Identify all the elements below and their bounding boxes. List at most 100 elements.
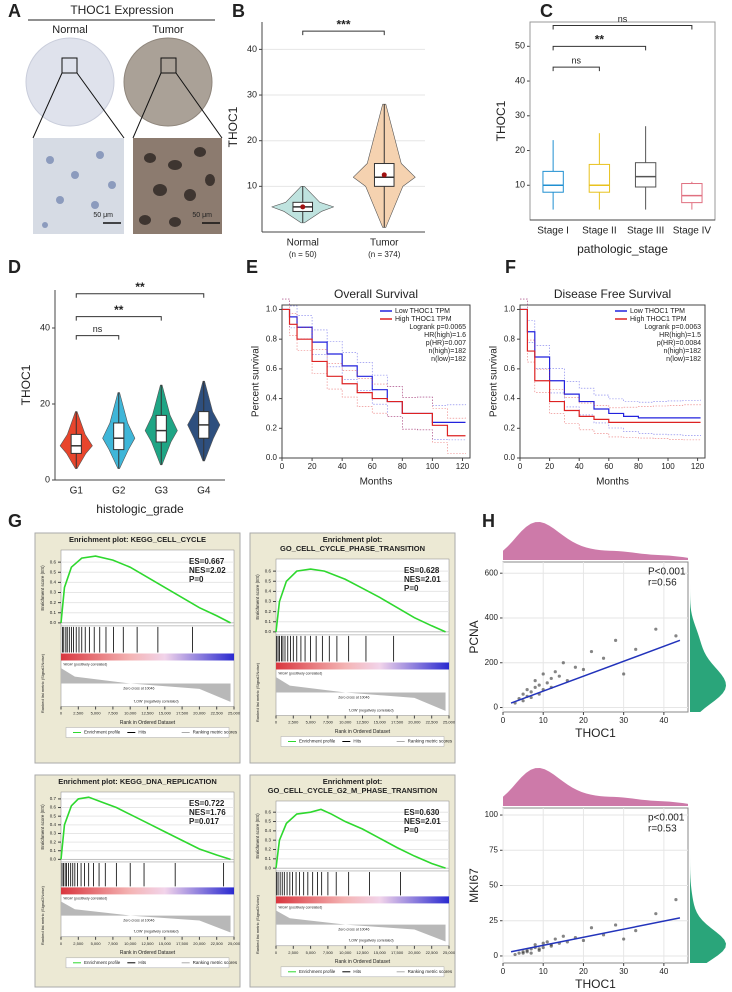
x-tick-label: 15,000 — [159, 941, 172, 946]
x-tick-label: 15,000 — [374, 950, 387, 955]
y-tick-label: 0.6 — [265, 568, 272, 573]
significance-label: ns — [571, 56, 581, 66]
point — [589, 926, 594, 930]
stat-label: ES=0.628 — [404, 566, 440, 575]
significance-label: ** — [595, 32, 605, 46]
density-y — [690, 562, 726, 712]
stat-label: ES=0.722 — [189, 799, 225, 808]
stat-label: NES=1.76 — [189, 808, 226, 817]
x-tick-label: 10 — [539, 967, 548, 976]
legend-label: Enrichment profile — [84, 960, 121, 965]
point — [557, 674, 561, 678]
y-tick-label: 25 — [489, 916, 498, 925]
x-tick-label: 0 — [275, 720, 278, 725]
y-tick-label: 400 — [485, 613, 499, 622]
ci-band — [520, 298, 701, 409]
legend-label: Hits — [138, 960, 146, 965]
x-tick-label: 0 — [501, 716, 506, 725]
x-tick-label: 12,500 — [356, 720, 369, 725]
point — [614, 638, 618, 642]
legend-label: Ranking metric scores — [193, 960, 238, 965]
point — [581, 938, 586, 943]
significance-label: ** — [114, 303, 124, 317]
y-tick-label: 1.0 — [504, 305, 516, 314]
x-tick-label: Stage II — [582, 226, 616, 237]
point — [549, 676, 553, 681]
legend-label: Ranking metric scores — [408, 739, 453, 744]
point — [614, 923, 618, 927]
significance-bracket — [552, 24, 693, 30]
x-tick-label: 10,000 — [339, 720, 352, 725]
x-tick-label: 17,500 — [391, 950, 404, 955]
point — [622, 937, 626, 941]
stat-label: P<0.001 — [648, 567, 686, 578]
x-tick-label: 17,500 — [391, 720, 404, 725]
stat-label: ES=0.630 — [404, 808, 440, 817]
metric-label: 'LOW' (negatively correlated) — [349, 939, 394, 943]
x-tick-label: 0 — [280, 462, 285, 471]
point — [521, 951, 525, 955]
y-tick-label: 0.4 — [265, 828, 272, 833]
x-tick-label: 20,000 — [193, 941, 206, 946]
point — [521, 692, 525, 696]
axis-title: Rank in Ordered Dataset — [335, 729, 391, 735]
box — [70, 433, 82, 454]
significance-label: ns — [93, 324, 103, 334]
x-tick-label: 120 — [456, 462, 470, 471]
x-tick-label: 20 — [579, 716, 588, 725]
y-tick-label: 20 — [247, 135, 257, 145]
x-tick-label: 10,000 — [124, 711, 137, 716]
box — [113, 422, 125, 451]
legend-label: Ranking metric scores — [408, 969, 453, 974]
ci-band — [520, 309, 701, 441]
y-tick-label: 0.0 — [50, 620, 57, 625]
panel-letter: B — [232, 1, 245, 21]
x-tick-label: Normal — [287, 238, 319, 249]
x-tick-label: 2,500 — [73, 941, 84, 946]
axis-title: THOC1 — [575, 726, 616, 740]
metric-label: Zero cross at 10046 — [338, 928, 369, 932]
axis-title: Enrichment score (ES) — [255, 574, 260, 620]
x-tick-label: Stage IV — [673, 226, 712, 237]
axis-title: Months — [360, 477, 393, 488]
y-tick-label: 0 — [494, 703, 499, 712]
point — [545, 681, 549, 685]
x-tick-label: 12,500 — [141, 941, 154, 946]
stat-label: p(HR)=0.0084 — [657, 340, 701, 347]
point — [601, 656, 606, 660]
axis-title: PCNA — [467, 620, 481, 653]
x-tick-label: 5,000 — [91, 711, 102, 716]
x-tick-label: 2,500 — [288, 950, 299, 955]
significance-bracket — [75, 316, 162, 321]
point — [622, 672, 626, 676]
point — [634, 928, 638, 933]
x-tick-label: 30 — [619, 967, 628, 976]
axis-title: Ranked list metric (Signal2Noise) — [40, 653, 45, 713]
x-tick-label: 25,000 — [228, 711, 241, 716]
y-tick-label: 40 — [247, 44, 257, 54]
panel-letter: E — [246, 257, 258, 277]
rank-gradient — [61, 887, 234, 895]
stat-label: NES=2.01 — [404, 817, 441, 826]
point — [521, 699, 525, 703]
x-tick-label: 100 — [426, 462, 440, 471]
y-tick-label: 0.3 — [265, 599, 272, 604]
x-tick-label: 25,000 — [443, 720, 456, 725]
x-tick-label: 0 — [60, 711, 63, 716]
x-tick-label: 22,500 — [211, 711, 224, 716]
stat-label: p<0.001 — [648, 813, 685, 824]
stat-label: P=0.017 — [189, 817, 220, 826]
significance-label: ns — [618, 14, 628, 24]
x-tick-label: 25,000 — [443, 950, 456, 955]
y-tick-label: 0.2 — [504, 423, 516, 432]
axis-title: histologic_grade — [96, 502, 184, 516]
x-tick-label: 40 — [659, 967, 668, 976]
ranked-metric — [276, 910, 446, 942]
x-tick-label: Stage III — [627, 226, 664, 237]
x-tick-label: 5,000 — [306, 720, 317, 725]
axis-title: THOC1 — [19, 364, 33, 405]
x-tick-label: 80 — [398, 462, 407, 471]
x-tick-label: 60 — [604, 462, 613, 471]
stat-label: r=0.56 — [648, 578, 677, 589]
point — [561, 661, 565, 665]
